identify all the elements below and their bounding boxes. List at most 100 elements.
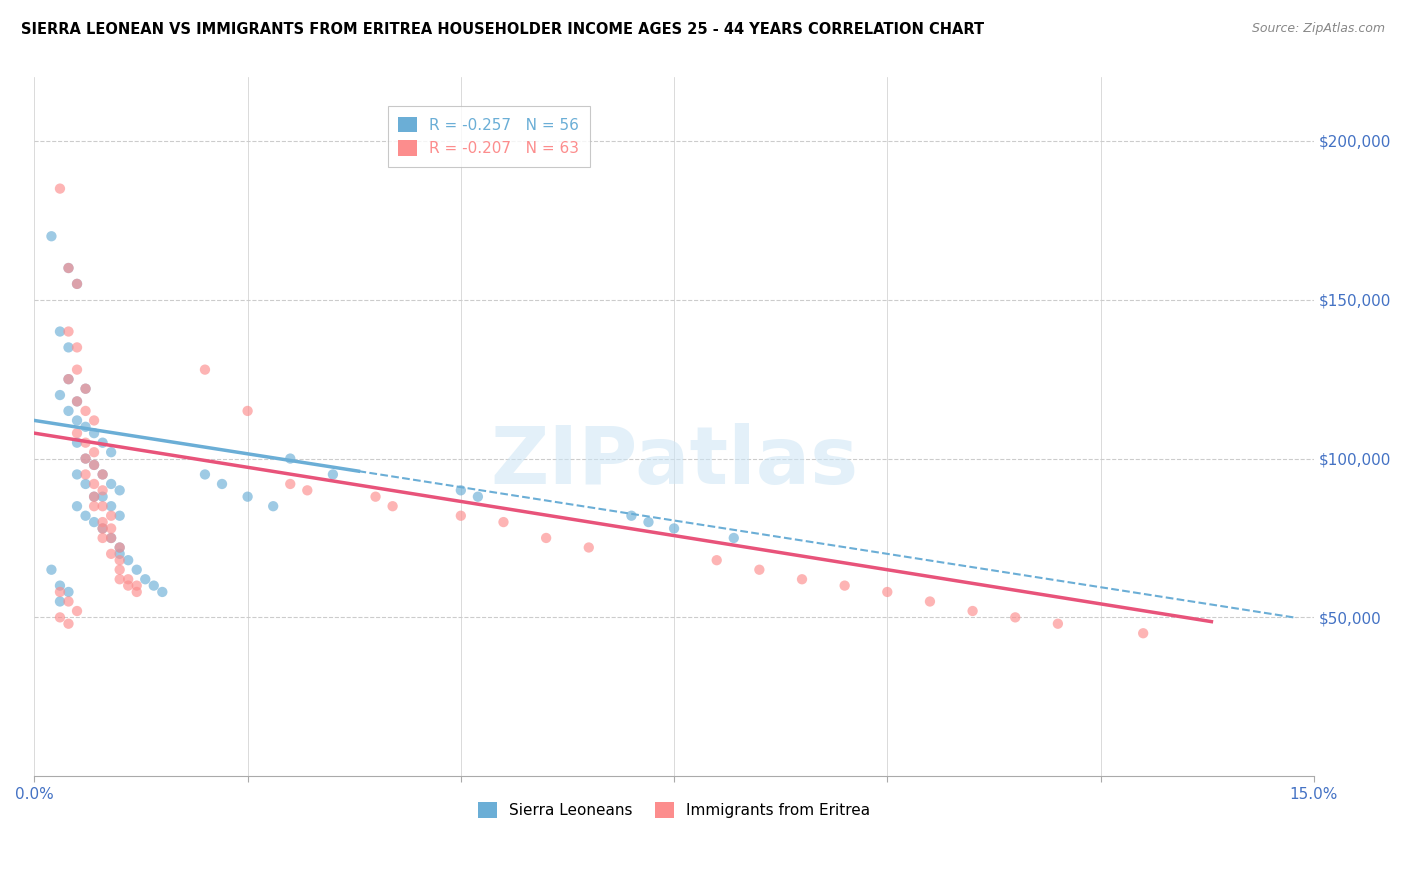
- Point: [41, 563, 63, 577]
- Point: [194, 467, 217, 482]
- Point: [534, 531, 557, 545]
- Point: [117, 572, 139, 586]
- Point: [706, 553, 728, 567]
- Point: [75, 467, 97, 482]
- Point: [492, 515, 515, 529]
- Point: [100, 445, 122, 459]
- Point: [66, 277, 89, 291]
- Text: ZIPatlas: ZIPatlas: [489, 423, 858, 500]
- Point: [49, 579, 72, 593]
- Point: [58, 372, 80, 386]
- Point: [49, 388, 72, 402]
- Point: [134, 572, 156, 586]
- Point: [918, 594, 941, 608]
- Point: [1132, 626, 1154, 640]
- Point: [91, 521, 114, 535]
- Point: [297, 483, 319, 498]
- Point: [278, 477, 301, 491]
- Point: [125, 579, 148, 593]
- Point: [194, 362, 217, 376]
- Point: [91, 467, 114, 482]
- Point: [83, 477, 105, 491]
- Point: [91, 467, 114, 482]
- Point: [83, 490, 105, 504]
- Point: [100, 499, 122, 513]
- Text: SIERRA LEONEAN VS IMMIGRANTS FROM ERITREA HOUSEHOLDER INCOME AGES 25 - 44 YEARS : SIERRA LEONEAN VS IMMIGRANTS FROM ERITRE…: [21, 22, 984, 37]
- Point: [637, 515, 659, 529]
- Point: [236, 404, 259, 418]
- Point: [75, 404, 97, 418]
- Point: [75, 508, 97, 523]
- Point: [962, 604, 984, 618]
- Point: [83, 458, 105, 472]
- Text: Source: ZipAtlas.com: Source: ZipAtlas.com: [1251, 22, 1385, 36]
- Point: [91, 483, 114, 498]
- Point: [150, 585, 173, 599]
- Point: [75, 477, 97, 491]
- Point: [83, 413, 105, 427]
- Point: [620, 508, 643, 523]
- Legend: Sierra Leoneans, Immigrants from Eritrea: Sierra Leoneans, Immigrants from Eritrea: [472, 797, 876, 824]
- Point: [49, 325, 72, 339]
- Point: [236, 490, 259, 504]
- Point: [58, 594, 80, 608]
- Point: [876, 585, 898, 599]
- Point: [75, 435, 97, 450]
- Point: [58, 585, 80, 599]
- Point: [66, 394, 89, 409]
- Point: [83, 445, 105, 459]
- Point: [75, 451, 97, 466]
- Point: [108, 553, 131, 567]
- Point: [91, 521, 114, 535]
- Point: [75, 419, 97, 434]
- Point: [467, 490, 489, 504]
- Point: [58, 340, 80, 354]
- Point: [1046, 616, 1069, 631]
- Point: [364, 490, 387, 504]
- Point: [58, 404, 80, 418]
- Point: [662, 521, 685, 535]
- Point: [108, 508, 131, 523]
- Point: [49, 181, 72, 195]
- Point: [108, 572, 131, 586]
- Point: [100, 531, 122, 545]
- Point: [322, 467, 344, 482]
- Point: [108, 483, 131, 498]
- Point: [66, 604, 89, 618]
- Point: [66, 413, 89, 427]
- Point: [142, 579, 165, 593]
- Point: [83, 515, 105, 529]
- Point: [49, 610, 72, 624]
- Point: [41, 229, 63, 244]
- Point: [58, 325, 80, 339]
- Point: [91, 490, 114, 504]
- Point: [91, 499, 114, 513]
- Point: [66, 340, 89, 354]
- Point: [66, 362, 89, 376]
- Point: [790, 572, 813, 586]
- Point: [91, 435, 114, 450]
- Point: [723, 531, 745, 545]
- Point: [100, 521, 122, 535]
- Point: [75, 451, 97, 466]
- Point: [83, 426, 105, 441]
- Point: [83, 490, 105, 504]
- Point: [117, 579, 139, 593]
- Point: [100, 531, 122, 545]
- Point: [748, 563, 770, 577]
- Point: [75, 382, 97, 396]
- Point: [66, 394, 89, 409]
- Point: [578, 541, 600, 555]
- Point: [49, 594, 72, 608]
- Point: [450, 483, 472, 498]
- Point: [66, 435, 89, 450]
- Point: [1004, 610, 1026, 624]
- Point: [100, 477, 122, 491]
- Point: [211, 477, 233, 491]
- Point: [58, 260, 80, 275]
- Point: [66, 499, 89, 513]
- Point: [49, 585, 72, 599]
- Point: [58, 260, 80, 275]
- Point: [125, 585, 148, 599]
- Point: [108, 563, 131, 577]
